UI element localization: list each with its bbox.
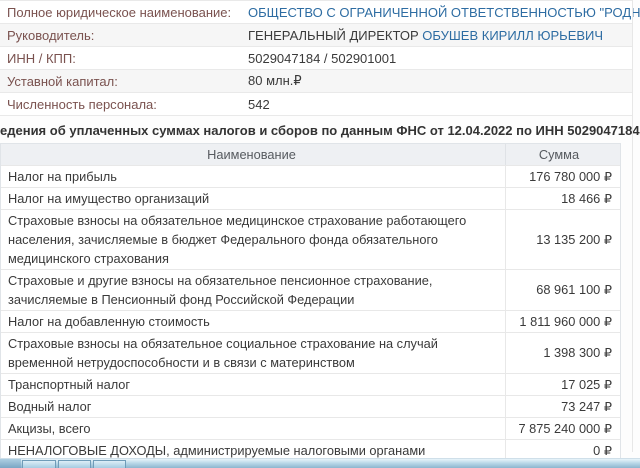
info-value-capital: 80 млн.₽ [248, 73, 302, 88]
tax-sum: 0 ₽ [593, 442, 612, 458]
tax-name: Страховые взносы на обязательное медицин… [1, 210, 506, 269]
info-row-staff-count: Численность персонала: 542 [0, 93, 633, 116]
table-row: Налог на имущество организаций 18 466 ₽ [1, 188, 620, 210]
tax-name: Акцизы, всего [1, 418, 506, 439]
taxes-header-sum: Сумма [538, 147, 580, 162]
table-row: Страховые и другие взносы на обязательно… [1, 270, 620, 311]
tax-name: Налог на добавленную стоимость [1, 311, 506, 332]
tax-name: Страховые и другие взносы на обязательно… [1, 270, 506, 310]
taskbar-button[interactable] [58, 460, 91, 468]
tax-sum: 68 961 100 ₽ [536, 282, 612, 297]
tax-sum: 18 466 ₽ [561, 190, 612, 206]
info-value-director: ГЕНЕРАЛЬНЫЙ ДИРЕКТОР ОБУШЕВ КИРИЛЛ ЮРЬЕВ… [248, 28, 603, 43]
tax-sum: 176 780 000 ₽ [529, 168, 612, 184]
info-value-inn-kpp: 5029047184 / 502901001 [248, 50, 397, 66]
table-row: НЕНАЛОГОВЫЕ ДОХОДЫ, администрируемые нал… [1, 440, 620, 461]
tax-name: Водный налог [1, 396, 506, 417]
tax-name: Транспортный налог [1, 374, 506, 395]
company-info-section: Полное юридическое наименование: ОБЩЕСТВ… [0, 0, 640, 116]
table-row: Страховые взносы на обязательное медицин… [1, 210, 620, 270]
info-value-full-name: ОБЩЕСТВО С ОГРАНИЧЕННОЙ ОТВЕТСТВЕННОСТЬЮ… [248, 5, 640, 20]
info-row-inn-kpp: ИНН / КПП: 5029047184 / 502901001 [0, 47, 633, 70]
tax-name: Страховые взносы на обязательное социаль… [1, 333, 506, 373]
table-row: Налог на добавленную стоимость 1 811 960… [1, 311, 620, 333]
content-right-edge [632, 0, 633, 452]
table-row: Налог на прибыль 176 780 000 ₽ [1, 166, 620, 188]
tax-name: Налог на прибыль [1, 166, 506, 187]
info-row-full-name: Полное юридическое наименование: ОБЩЕСТВ… [0, 1, 640, 24]
info-row-director: Руководитель: ГЕНЕРАЛЬНЫЙ ДИРЕКТОР ОБУШЕ… [0, 24, 633, 47]
info-label-capital: Уставной капитал: [7, 73, 118, 89]
taskbar [0, 458, 640, 468]
info-label-staff-count: Численность персонала: [7, 96, 157, 112]
tax-sum: 17 025 ₽ [561, 376, 612, 392]
tax-sum: 73 247 ₽ [561, 398, 612, 414]
tax-sum: 1 811 960 000 ₽ [519, 313, 612, 329]
tax-name: Налог на имущество организаций [1, 188, 506, 209]
director-name-link[interactable]: ОБУШЕВ КИРИЛЛ ЮРЬЕВИЧ [422, 27, 604, 43]
info-label-director: Руководитель: [7, 27, 95, 43]
info-row-capital: Уставной капитал: 80 млн.₽ [0, 70, 633, 93]
info-label-full-name: Полное юридическое наименование: [7, 4, 232, 20]
table-row: Акцизы, всего 7 875 240 000 ₽ [1, 418, 620, 440]
taskbar-start-segment[interactable] [0, 459, 21, 468]
info-value-staff-count: 542 [248, 96, 270, 112]
table-row: Транспортный налог 17 025 ₽ [1, 374, 620, 396]
tax-sum: 7 875 240 000 ₽ [518, 420, 612, 436]
table-row: Страховые взносы на обязательное социаль… [1, 333, 620, 374]
info-label-inn-kpp: ИНН / КПП: [7, 50, 76, 66]
taxes-table: Наименование Сумма Налог на прибыль 176 … [0, 143, 621, 462]
director-title: ГЕНЕРАЛЬНЫЙ ДИРЕКТОР [248, 27, 419, 43]
tax-sum: 13 135 200 ₽ [536, 231, 612, 247]
table-row: Водный налог 73 247 ₽ [1, 396, 620, 418]
taxes-table-header: Наименование Сумма [1, 144, 620, 166]
company-name-link[interactable]: ОБЩЕСТВО С ОГРАНИЧЕННОЙ ОТВЕТСТВЕННОСТЬЮ… [248, 4, 640, 20]
tax-sum: 1 398 300 ₽ [543, 345, 612, 360]
taxes-section-title: едения об уплаченных суммах налогов и сб… [0, 123, 640, 138]
taskbar-button[interactable] [22, 460, 56, 468]
tax-name: НЕНАЛОГОВЫЕ ДОХОДЫ, администрируемые нал… [1, 440, 506, 461]
taskbar-button[interactable] [93, 460, 126, 468]
taxes-header-name: Наименование [1, 144, 506, 165]
